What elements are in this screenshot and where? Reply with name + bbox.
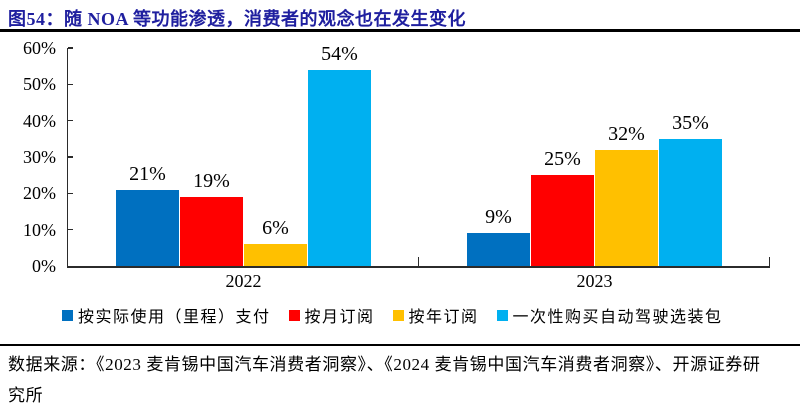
bar-2022-series-3 [243,244,307,266]
legend-item: 按月订阅 [288,303,375,327]
legend-swatch [62,309,73,321]
data-source-note: 数据来源：《2023 麦肯锡中国汽车消费者洞察》、《2024 麦肯锡中国汽车消费… [8,349,794,411]
legend-label: 一次性购买自动驾驶选装包 [512,309,723,326]
legend-swatch [496,309,508,321]
legend-label: 按年订阅 [408,309,479,326]
y-axis-label: 30% [23,147,56,167]
legend-label: 按实际使用（里程）支付 [78,309,271,326]
y-axis-label: 60% [23,38,56,58]
bar-value-label: 32% [608,122,645,145]
bar-2022-series-4 [307,69,371,266]
bar-2023-series-4 [658,138,722,266]
bar-value-label: 21% [129,162,166,185]
legend-swatch [392,309,404,321]
y-axis-label: 10% [23,219,56,240]
data-source-line-2: 究所 [8,386,44,405]
y-axis-tick [68,229,73,231]
bar-value-label: 6% [262,217,289,240]
title-divider [0,29,800,32]
legend-swatch [288,309,300,321]
grouped-bar-chart: 0% 10% 20% 30% 40% 50% 60% 2022 2023 21% 9% 19% 25% 6… [0,34,800,300]
y-axis-line [66,48,68,268]
y-axis-label: 0% [32,256,56,276]
chart-legend: 按实际使用（里程）支付 按月订阅 按年订阅 一次性购买自动驾驶选装包 [62,303,723,327]
x-axis-tick [768,257,770,266]
legend-label: 按月订阅 [304,309,375,326]
figure-title: 图54：随 NOA 等功能渗透，消费者的观念也在发生变化 [8,9,467,29]
x-axis-category-label: 2023 [576,271,613,291]
y-axis-label: 20% [23,183,56,204]
y-axis-tick [68,156,73,158]
x-axis-category-label: 2022 [225,271,262,291]
bar-value-label: 54% [321,42,358,65]
bar-value-label: 35% [672,111,709,134]
legend-item: 一次性购买自动驾驶选装包 [496,303,723,327]
x-axis-tick [417,257,419,266]
bar-2022-series-1 [115,189,179,266]
bar-2023-series-1 [466,233,530,266]
data-source-line-1: 数据来源：《2023 麦肯锡中国汽车消费者洞察》、《2024 麦肯锡中国汽车消费… [8,355,761,374]
footer-divider [0,344,800,346]
y-axis-label: 40% [23,110,56,131]
bar-2023-series-2 [530,175,594,266]
legend-item: 按实际使用（里程）支付 [62,303,271,327]
y-axis-tick [68,83,73,85]
bar-value-label: 19% [193,169,230,192]
bar-2023-series-3 [594,149,658,266]
y-axis-tick [68,192,73,194]
legend-item: 按年订阅 [392,303,479,327]
x-axis-line [66,266,770,268]
bar-value-label: 25% [544,148,581,171]
bar-2022-series-2 [179,196,243,266]
y-axis-tick [68,47,73,49]
y-axis-tick [68,120,73,122]
y-axis-label: 50% [23,74,56,95]
bar-value-label: 9% [485,206,512,229]
